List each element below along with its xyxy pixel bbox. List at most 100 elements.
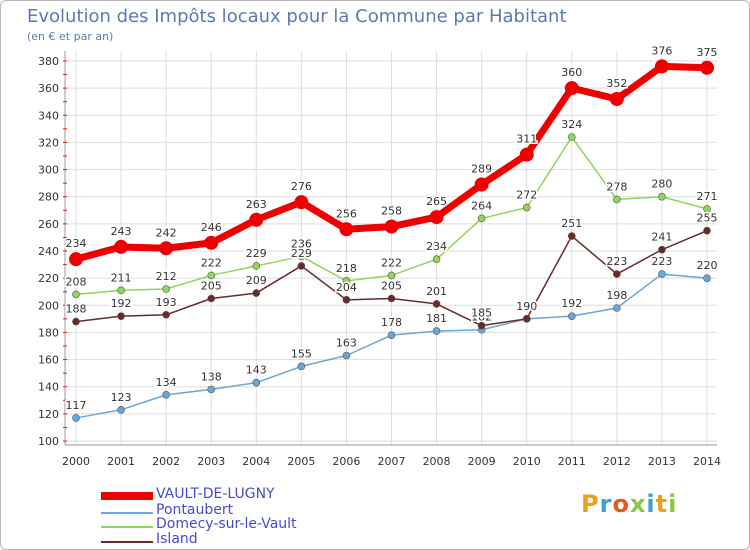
data-label: 218 bbox=[336, 262, 357, 275]
data-point bbox=[432, 327, 441, 335]
data-label: 324 bbox=[561, 118, 582, 131]
data-label: 223 bbox=[606, 255, 627, 268]
data-label: 212 bbox=[156, 270, 177, 283]
data-label: 222 bbox=[381, 256, 402, 269]
data-label: 163 bbox=[336, 337, 357, 350]
data-label: 190 bbox=[516, 300, 537, 313]
legend-label: Pontaubert bbox=[156, 502, 234, 518]
data-label: 134 bbox=[156, 376, 177, 389]
data-point bbox=[432, 255, 441, 263]
x-tick-label: 2000 bbox=[62, 455, 90, 468]
data-point bbox=[159, 241, 174, 256]
y-tick-label: 320 bbox=[38, 136, 59, 149]
x-tick-label: 2004 bbox=[242, 455, 270, 468]
x-tick-label: 2007 bbox=[378, 455, 406, 468]
legend-label: Island bbox=[156, 531, 198, 547]
chart-title: Evolution des Impôts locaux pour la Comm… bbox=[27, 6, 567, 27]
y-tick-label: 220 bbox=[38, 272, 59, 285]
data-label: 352 bbox=[606, 77, 627, 90]
data-label: 188 bbox=[66, 303, 87, 316]
data-point bbox=[72, 290, 80, 299]
y-tick-label: 160 bbox=[38, 354, 59, 367]
data-point bbox=[658, 245, 666, 254]
data-label: 255 bbox=[697, 212, 718, 225]
data-label: 272 bbox=[516, 189, 537, 202]
series-lines bbox=[69, 59, 714, 422]
data-label: 201 bbox=[426, 285, 447, 298]
data-point bbox=[69, 252, 83, 267]
data-point bbox=[207, 385, 216, 394]
data-label: 229 bbox=[246, 247, 267, 260]
data-point bbox=[477, 321, 486, 330]
data-point bbox=[342, 296, 351, 304]
data-point bbox=[432, 300, 441, 308]
x-tick-label: 2003 bbox=[197, 455, 225, 468]
data-point bbox=[204, 235, 219, 250]
data-point bbox=[658, 192, 666, 201]
y-tick-label: 140 bbox=[38, 381, 59, 394]
data-point bbox=[162, 391, 170, 399]
data-point bbox=[252, 262, 261, 270]
legend-swatch bbox=[101, 541, 153, 543]
data-point bbox=[522, 203, 531, 212]
logo-letter: o bbox=[612, 490, 630, 518]
logo-letter: i bbox=[668, 490, 678, 518]
x-tick-label: 2009 bbox=[468, 455, 496, 468]
y-tick-label: 120 bbox=[38, 408, 59, 421]
y-tick-label: 240 bbox=[38, 245, 59, 258]
data-label: 236 bbox=[291, 237, 312, 250]
data-point bbox=[387, 331, 396, 339]
data-label: 276 bbox=[291, 180, 312, 193]
data-label: 198 bbox=[606, 289, 627, 302]
data-label: 264 bbox=[471, 199, 492, 212]
chart-subtitle: (en € et par an) bbox=[27, 30, 114, 43]
data-point bbox=[249, 212, 264, 227]
data-point bbox=[613, 304, 621, 312]
axes: 100 120 140 160 180 200 220 240 260 280 300 320 340 3… bbox=[38, 51, 721, 468]
y-tick-label: 300 bbox=[38, 164, 59, 177]
data-point bbox=[207, 294, 216, 303]
data-label: 193 bbox=[156, 296, 177, 309]
data-point bbox=[613, 195, 621, 204]
x-tick-label: 2013 bbox=[648, 455, 676, 468]
data-label: 280 bbox=[651, 178, 672, 191]
data-label: 242 bbox=[156, 226, 177, 239]
logo-letter: r bbox=[599, 490, 613, 518]
x-tick-label: 2010 bbox=[513, 455, 541, 468]
x-tick-label: 2001 bbox=[107, 455, 135, 468]
proxiti-logo: Proxiti bbox=[581, 490, 677, 518]
data-label: 192 bbox=[111, 297, 132, 310]
data-point bbox=[567, 232, 576, 240]
data-label: 182 bbox=[471, 311, 492, 324]
data-label: 117 bbox=[66, 399, 87, 412]
data-point bbox=[252, 378, 261, 387]
data-point bbox=[207, 271, 216, 280]
data-labels: 234 243 242 246 263 276 256 258 265 289 311 360 352 3… bbox=[64, 43, 719, 413]
data-label: 223 bbox=[651, 255, 672, 268]
y-tick-label: 180 bbox=[38, 326, 59, 339]
logo-letter: i bbox=[646, 490, 656, 518]
data-point bbox=[477, 214, 486, 223]
data-point bbox=[564, 81, 579, 96]
y-tick-label: 380 bbox=[38, 55, 59, 68]
data-point bbox=[297, 362, 306, 371]
x-tick-label: 2005 bbox=[287, 455, 315, 468]
x-tick-label: 2008 bbox=[423, 455, 451, 468]
data-point bbox=[522, 315, 531, 323]
data-point bbox=[387, 271, 396, 280]
data-label: 256 bbox=[336, 207, 357, 220]
data-point bbox=[342, 351, 351, 360]
data-point bbox=[613, 270, 621, 278]
data-label: 278 bbox=[606, 180, 627, 193]
x-tick-label: 2002 bbox=[152, 455, 180, 468]
data-label: 155 bbox=[291, 347, 312, 360]
data-point bbox=[117, 405, 125, 414]
data-point bbox=[339, 222, 354, 237]
data-point bbox=[567, 133, 576, 141]
data-label: 246 bbox=[201, 221, 222, 234]
data-point bbox=[162, 310, 170, 319]
data-label: 229 bbox=[291, 247, 312, 260]
data-label: 263 bbox=[246, 198, 267, 211]
data-point bbox=[654, 59, 669, 74]
